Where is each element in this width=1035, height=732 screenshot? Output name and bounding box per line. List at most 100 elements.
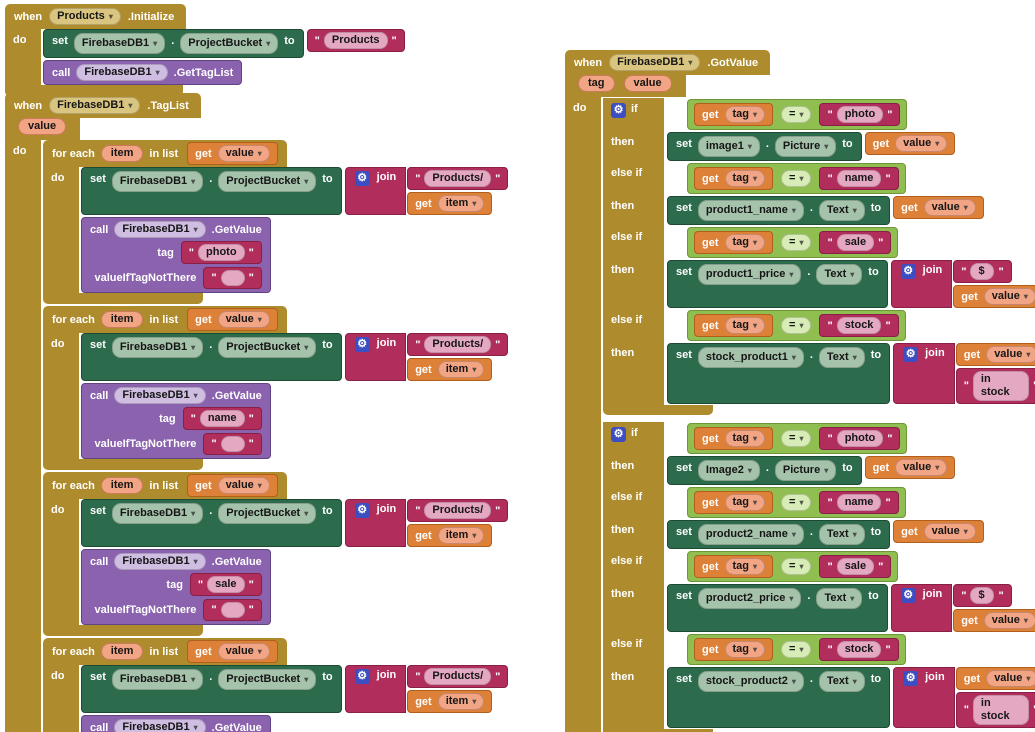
variable-dropdown[interactable]: value ▾ bbox=[217, 643, 270, 660]
component-dropdown[interactable]: FirebaseDB1 ▾ bbox=[111, 171, 204, 192]
string-value[interactable]: name bbox=[199, 410, 245, 427]
equals-comparison-block[interactable]: get tag ▾ = ▾ " photo " bbox=[687, 99, 908, 130]
string-value[interactable]: stock bbox=[836, 641, 882, 658]
property-dropdown[interactable]: ProjectBucket ▾ bbox=[218, 171, 317, 192]
string-value[interactable]: in stock bbox=[972, 371, 1030, 401]
component-dropdown[interactable]: FirebaseDB1 ▾ bbox=[73, 33, 166, 54]
string-value[interactable] bbox=[220, 436, 245, 452]
variable-dropdown[interactable]: tag ▾ bbox=[724, 558, 766, 575]
join-text-block[interactable]: ⚙ join " Products/" get item ▾ bbox=[344, 499, 509, 547]
variable-dropdown[interactable]: value ▾ bbox=[895, 459, 948, 476]
component-dropdown[interactable]: stock_product2 ▾ bbox=[697, 671, 804, 692]
call-method-block[interactable]: call FirebaseDB1 ▾ .GetValue tag " sale " valueI… bbox=[81, 549, 271, 625]
property-dropdown[interactable]: Text ▾ bbox=[818, 200, 865, 221]
property-dropdown[interactable]: Text ▾ bbox=[818, 524, 865, 545]
get-variable-block[interactable]: get tag ▾ bbox=[694, 427, 774, 450]
text-string-block[interactable]: "in stock" bbox=[955, 368, 1035, 404]
variable-dropdown[interactable]: value ▾ bbox=[895, 135, 948, 152]
string-value[interactable] bbox=[220, 270, 245, 286]
get-variable-block[interactable]: get value ▾ bbox=[187, 142, 278, 165]
loop-variable-pill[interactable]: item bbox=[100, 477, 144, 494]
variable-dropdown[interactable]: tag ▾ bbox=[724, 317, 766, 334]
component-dropdown[interactable]: FirebaseDB1 ▾ bbox=[111, 669, 204, 690]
join-text-block[interactable]: ⚙ join " $ " get value ▾ bbox=[890, 584, 1035, 632]
equals-comparison-block[interactable]: get tag ▾ = ▾ " sale " bbox=[687, 551, 899, 582]
mutator-gear-icon[interactable]: ⚙ bbox=[900, 264, 916, 279]
string-value[interactable]: name bbox=[836, 494, 882, 511]
component-dropdown[interactable]: product1_price ▾ bbox=[697, 264, 802, 285]
get-variable-block[interactable]: get tag ▾ bbox=[694, 638, 774, 661]
mutator-gear-icon[interactable]: ⚙ bbox=[354, 337, 370, 352]
property-dropdown[interactable]: Text ▾ bbox=[818, 347, 865, 368]
variable-dropdown[interactable]: item ▾ bbox=[437, 361, 485, 378]
string-value[interactable]: name bbox=[836, 170, 882, 187]
text-string-block[interactable]: "in stock" bbox=[955, 692, 1035, 728]
equals-comparison-block[interactable]: get tag ▾ = ▾ " name " bbox=[687, 163, 906, 194]
set-property-block[interactable]: set FirebaseDB1 ▾. ProjectBucket ▾ to bbox=[81, 167, 342, 215]
mutator-gear-icon[interactable]: ⚙ bbox=[611, 427, 626, 442]
get-variable-block[interactable]: get value ▾ bbox=[893, 520, 984, 543]
get-variable-block[interactable]: get item ▾ bbox=[407, 524, 493, 547]
variable-dropdown[interactable]: value ▾ bbox=[217, 311, 270, 328]
variable-dropdown[interactable]: value ▾ bbox=[986, 670, 1035, 687]
variable-dropdown[interactable]: value ▾ bbox=[217, 477, 270, 494]
string-value[interactable]: photo bbox=[836, 430, 884, 447]
variable-dropdown[interactable]: value ▾ bbox=[923, 523, 976, 540]
set-property-block[interactable]: set product1_name ▾. Text ▾ to bbox=[667, 196, 891, 225]
get-variable-block[interactable]: get item ▾ bbox=[407, 690, 493, 713]
set-property-block[interactable]: set product2_name ▾. Text ▾ to bbox=[667, 520, 891, 549]
string-value[interactable]: $ bbox=[970, 263, 995, 280]
set-property-block[interactable]: set FirebaseDB1 ▾. ProjectBucket ▾ to bbox=[81, 665, 342, 713]
component-dropdown[interactable]: product2_name ▾ bbox=[697, 524, 804, 545]
component-dropdown[interactable]: FirebaseDB1 ▾ bbox=[111, 503, 204, 524]
component-dropdown[interactable]: FirebaseDB1 ▾ bbox=[114, 387, 206, 404]
component-dropdown[interactable]: FirebaseDB1 ▾ bbox=[114, 719, 206, 732]
variable-dropdown[interactable]: tag ▾ bbox=[724, 170, 766, 187]
text-string-block[interactable]: " photo " bbox=[180, 241, 262, 264]
property-dropdown[interactable]: ProjectBucket ▾ bbox=[180, 33, 279, 54]
property-dropdown[interactable]: Text ▾ bbox=[816, 588, 863, 609]
text-string-block[interactable]: " stock " bbox=[819, 314, 899, 337]
get-variable-block[interactable]: get value ▾ bbox=[864, 132, 956, 155]
mutator-gear-icon[interactable]: ⚙ bbox=[354, 171, 370, 186]
event-block-when-firebasedb1-taglist[interactable]: when FirebaseDB1 ▾ .TagList value do for each i… bbox=[5, 93, 509, 732]
equals-operator-dropdown[interactable]: = ▾ bbox=[781, 170, 812, 187]
property-dropdown[interactable]: ProjectBucket ▾ bbox=[218, 669, 317, 690]
text-string-block[interactable]: " sale " bbox=[819, 555, 892, 578]
set-property-block[interactable]: set product2_price ▾. Text ▾ to bbox=[667, 584, 888, 632]
loop-variable-pill[interactable]: item bbox=[100, 311, 144, 328]
string-value[interactable]: stock bbox=[836, 317, 882, 334]
variable-dropdown[interactable]: item ▾ bbox=[437, 693, 485, 710]
property-dropdown[interactable]: Text ▾ bbox=[818, 671, 865, 692]
variable-dropdown[interactable]: value ▾ bbox=[986, 346, 1035, 363]
foreach-block[interactable]: for each item in list get value ▾ do set Firebas… bbox=[43, 140, 509, 304]
get-variable-block[interactable]: get tag ▾ bbox=[694, 231, 774, 254]
component-dropdown[interactable]: product2_price ▾ bbox=[697, 588, 802, 609]
if-else-block[interactable]: ⚙ if get tag ▾ = ▾ " photo " then set Image2 ▾. Pictur… bbox=[603, 422, 1035, 732]
component-dropdown[interactable]: FirebaseDB1 ▾ bbox=[114, 553, 206, 570]
get-variable-block[interactable]: get value ▾ bbox=[893, 196, 984, 219]
mutator-gear-icon[interactable]: ⚙ bbox=[354, 669, 370, 684]
variable-dropdown[interactable]: value ▾ bbox=[217, 145, 270, 162]
equals-operator-dropdown[interactable]: = ▾ bbox=[781, 106, 812, 123]
get-variable-block[interactable]: get value ▾ bbox=[187, 308, 278, 331]
variable-dropdown[interactable]: tag ▾ bbox=[724, 234, 766, 251]
call-method-block[interactable]: call FirebaseDB1 ▾ .GetValue tag " photo " value… bbox=[81, 217, 271, 293]
equals-operator-dropdown[interactable]: = ▾ bbox=[781, 641, 812, 658]
get-variable-block[interactable]: get tag ▾ bbox=[694, 167, 774, 190]
equals-comparison-block[interactable]: get tag ▾ = ▾ " sale " bbox=[687, 227, 899, 258]
text-string-block[interactable]: " photo " bbox=[819, 427, 901, 450]
component-dropdown[interactable]: Image2 ▾ bbox=[697, 460, 760, 481]
text-string-block[interactable]: " Products/" bbox=[407, 167, 509, 190]
get-variable-block[interactable]: get value ▾ bbox=[864, 456, 956, 479]
text-string-block[interactable]: " Products/" bbox=[407, 499, 509, 522]
equals-operator-dropdown[interactable]: = ▾ bbox=[781, 317, 812, 334]
event-parameter-pill[interactable]: tag bbox=[578, 75, 615, 92]
text-string-block[interactable]: " name " bbox=[819, 491, 899, 514]
set-property-block[interactable]: set stock_product2 ▾. Text ▾ to bbox=[667, 667, 891, 728]
string-value[interactable]: sale bbox=[836, 234, 875, 251]
text-string-block[interactable]: " photo " bbox=[819, 103, 901, 126]
text-string-block[interactable]: " name " bbox=[819, 167, 899, 190]
mutator-gear-icon[interactable]: ⚙ bbox=[903, 347, 919, 362]
text-string-block[interactable]: " sale " bbox=[189, 573, 262, 596]
